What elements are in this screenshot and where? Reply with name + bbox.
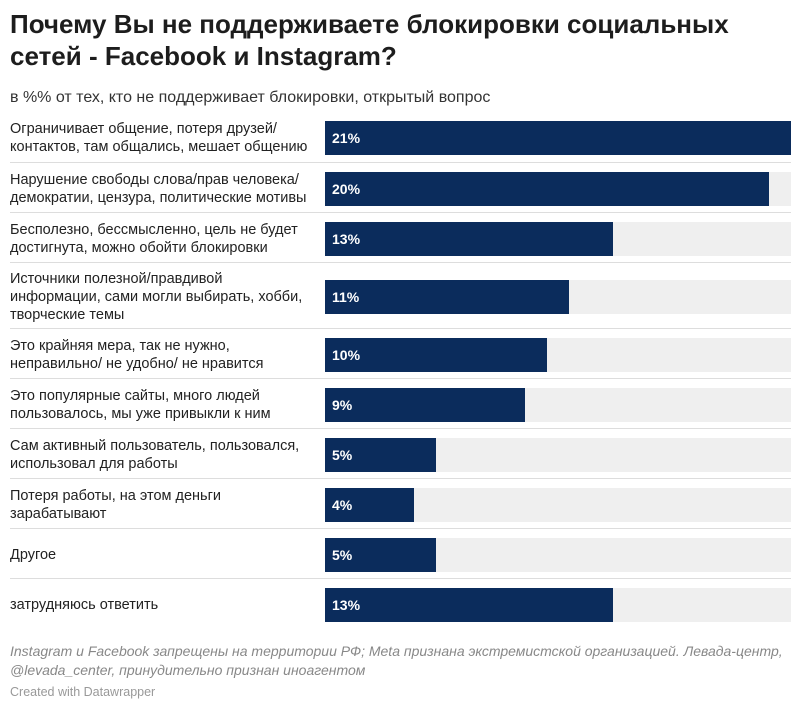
bar-track: 13%	[325, 588, 791, 622]
category-label: Другое	[10, 547, 57, 563]
bar-track: 11%	[325, 280, 791, 314]
bar-track: 4%	[325, 488, 791, 522]
bar-value-label: 21%	[332, 130, 361, 146]
row-divider	[10, 212, 791, 213]
bar-row: Другое 5%	[10, 530, 791, 580]
bar: 5%	[325, 538, 436, 572]
chart-notes: Instagram и Facebook запрещены на террит…	[10, 643, 783, 678]
bar-track: 10%	[325, 338, 791, 372]
bar-row: Источники полезной/правдивой информации,…	[10, 264, 791, 330]
row-divider	[10, 578, 791, 579]
bar-value-label: 5%	[332, 547, 353, 563]
bar-value-label: 20%	[332, 181, 361, 197]
bar-row: затрудняюсь ответить 13%	[10, 580, 791, 630]
category-label: Нарушение свободы слова/прав человека/ д…	[10, 172, 307, 206]
row-divider	[10, 262, 791, 263]
bar-row: Нарушение свободы слова/прав человека/ д…	[10, 164, 791, 214]
bar-track: 21%	[325, 121, 791, 155]
bar-row: Бесполезно, бессмысленно, цель не будет …	[10, 214, 791, 264]
category-label: Бесполезно, бессмысленно, цель не будет …	[10, 222, 298, 256]
bar-track: 20%	[325, 172, 791, 206]
bar: 10%	[325, 338, 547, 372]
bar-value-label: 10%	[332, 347, 361, 363]
bar: 20%	[325, 172, 769, 206]
bar-value-label: 5%	[332, 447, 353, 463]
bar-track: 5%	[325, 438, 791, 472]
category-label: затрудняюсь ответить	[10, 597, 159, 613]
category-label: Ограничивает общение, потеря друзей/ кон…	[10, 121, 308, 155]
bar-track: 5%	[325, 538, 791, 572]
bar: 4%	[325, 488, 414, 522]
bar-value-label: 11%	[332, 289, 360, 305]
category-label: Это популярные сайты, много людей пользо…	[10, 388, 271, 422]
datawrapper-credit[interactable]: Created with Datawrapper	[10, 685, 156, 699]
row-divider	[10, 328, 791, 329]
bar-value-label: 13%	[332, 231, 361, 247]
row-divider	[10, 162, 791, 163]
bar-value-label: 4%	[332, 497, 353, 513]
bar: 11%	[325, 280, 569, 314]
category-label: Это крайняя мера, так не нужно, неправил…	[10, 338, 264, 372]
bar-value-label: 13%	[332, 597, 361, 613]
row-divider	[10, 478, 791, 479]
bar-row: Потеря работы, на этом деньги зарабатыва…	[10, 480, 791, 530]
bar: 13%	[325, 588, 613, 622]
row-divider	[10, 528, 791, 529]
bar: 13%	[325, 222, 613, 256]
bar-row: Это крайняя мера, так не нужно, неправил…	[10, 330, 791, 380]
bar: 9%	[325, 388, 525, 422]
category-label: Сам активный пользователь, пользовался, …	[10, 438, 300, 472]
chart-subtitle: в %% от тех, кто не поддерживает блокиро…	[10, 89, 491, 106]
bar-track: 13%	[325, 222, 791, 256]
category-label: Потеря работы, на этом деньги зарабатыва…	[10, 488, 221, 522]
category-label: Источники полезной/правдивой информации,…	[10, 271, 303, 323]
bar: 5%	[325, 438, 436, 472]
chart-title: Почему Вы не поддерживаете блокировки со…	[10, 9, 729, 71]
bar-row: Сам активный пользователь, пользовался, …	[10, 430, 791, 480]
row-divider	[10, 428, 791, 429]
row-divider	[10, 378, 791, 379]
bar-value-label: 9%	[332, 397, 353, 413]
bar: 21%	[325, 121, 791, 155]
bar-track: 9%	[325, 388, 791, 422]
bar-row: Это популярные сайты, много людей пользо…	[10, 380, 791, 430]
bar-row: Ограничивает общение, потеря друзей/ кон…	[10, 112, 791, 164]
